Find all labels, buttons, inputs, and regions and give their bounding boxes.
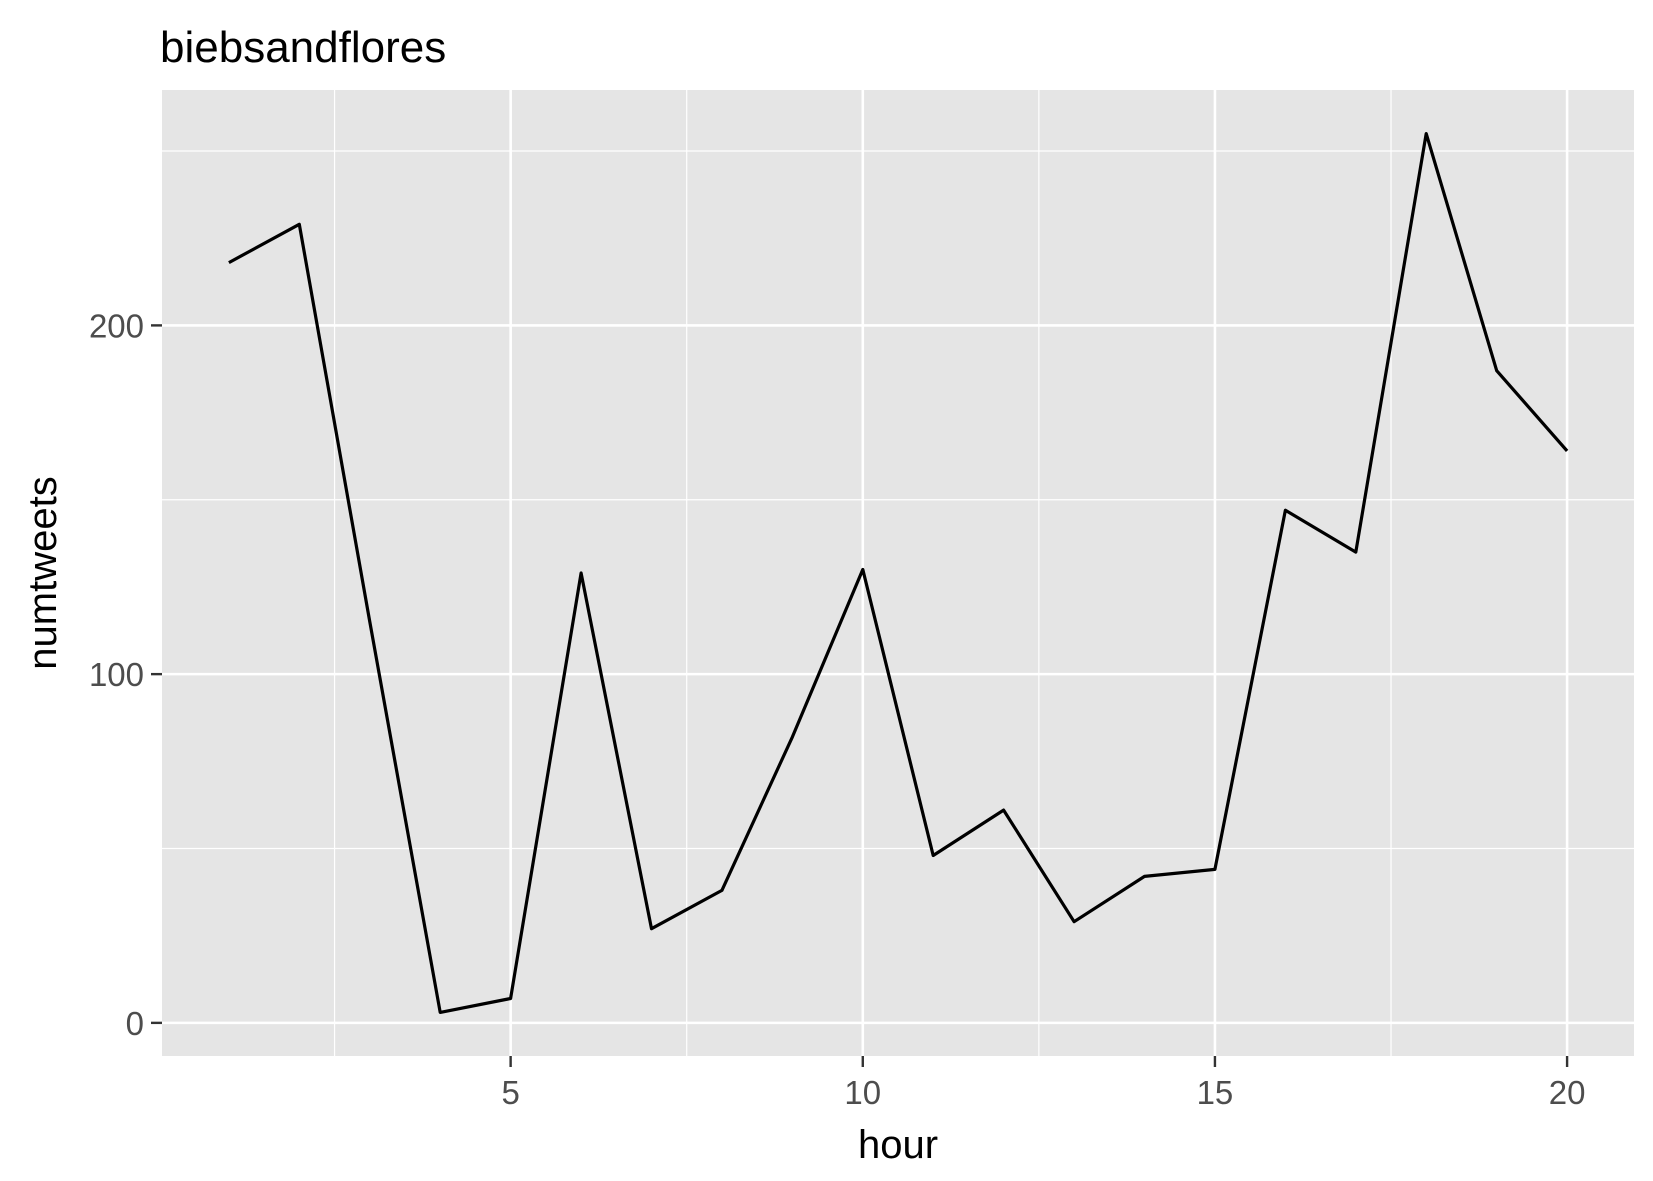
x-tick-label: 20	[1549, 1074, 1586, 1111]
x-tick-label: 15	[1197, 1074, 1234, 1111]
x-tick-label: 5	[501, 1074, 519, 1111]
y-axis-label: numtweets	[21, 476, 65, 669]
y-tick-label: 0	[126, 1005, 144, 1042]
series-line	[228, 132, 1569, 1015]
y-tick-label: 200	[89, 307, 144, 344]
grid-lines	[162, 90, 1634, 1056]
series-layer	[228, 132, 1569, 1015]
chart-title: biebsandflores	[160, 23, 446, 72]
y-tick-label: 100	[89, 656, 144, 693]
plot-panel	[162, 90, 1634, 1056]
x-tick-label: 10	[844, 1074, 881, 1111]
x-axis-label: hour	[858, 1123, 938, 1167]
